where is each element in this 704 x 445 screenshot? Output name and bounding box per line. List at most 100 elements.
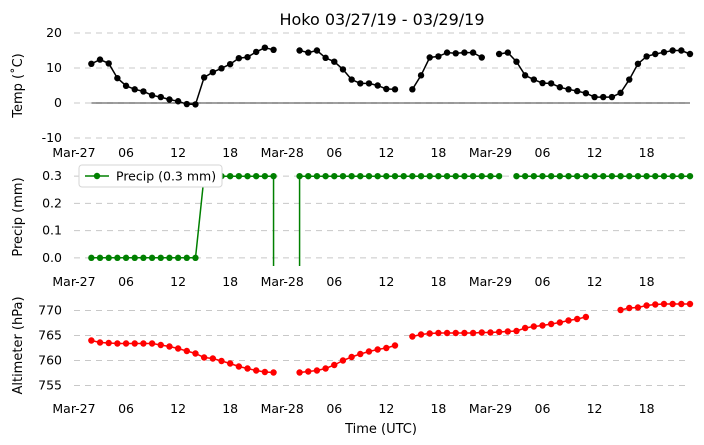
precip-x-tick-label: 18 (430, 274, 446, 289)
temp-data-point (521, 72, 529, 79)
temp-data-point (348, 76, 355, 83)
temp-data-point (435, 53, 442, 60)
altimeter-data-point (495, 328, 503, 336)
altimeter-x-tick-label: 18 (639, 401, 655, 416)
altimeter-data-point (461, 329, 468, 337)
precip-data-point (547, 172, 555, 180)
altimeter-series-line (91, 339, 274, 374)
altimeter-data-point (140, 340, 147, 347)
temp-data-point (461, 49, 468, 56)
altimeter-data-point (435, 329, 442, 337)
precip-data-point (643, 172, 650, 180)
temp-data-point (357, 80, 364, 87)
precip-data-point (131, 254, 138, 262)
altimeter-x-tick-label: Mar-27 (52, 401, 95, 416)
temp-x-tick-label: 06 (326, 145, 342, 160)
precip-data-point (261, 172, 269, 180)
temp-data-point (96, 56, 104, 63)
temp-x-tick-label: 18 (430, 145, 446, 160)
precip-x-tick-label: Mar-29 (469, 274, 512, 289)
temp-y-tick-label: 10 (46, 60, 62, 75)
temp-y-axis-label: Temp (˚C) (10, 53, 26, 119)
legend-box (78, 164, 223, 188)
precip-data-point (487, 172, 494, 180)
precip-y-tick-label: 0.2 (42, 195, 62, 210)
precip-y-tick-label: 0.0 (42, 250, 62, 265)
altimeter-data-point (166, 343, 173, 350)
precip-data-point (530, 172, 538, 180)
altimeter-data-point (634, 304, 642, 311)
altimeter-data-point (521, 324, 529, 332)
altimeter-data-point (539, 322, 546, 329)
precip-data-point (617, 172, 624, 180)
temp-data-point (469, 49, 477, 56)
altimeter-x-tick-label: 18 (430, 401, 446, 416)
temp-data-point (261, 44, 269, 51)
altimeter-data-point (218, 357, 225, 365)
altimeter-data-point (617, 306, 624, 314)
precip-x-tick-label: 06 (118, 274, 134, 289)
temp-data-point (617, 89, 624, 97)
precip-data-point (556, 172, 564, 180)
temp-data-point (183, 100, 190, 108)
altimeter-data-point (357, 350, 364, 358)
temp-data-point (574, 87, 581, 95)
precip-x-tick-label: Mar-27 (52, 274, 95, 289)
altimeter-data-point (148, 340, 156, 347)
precip-data-point (305, 172, 312, 180)
altimeter-data-point (678, 300, 685, 308)
temp-y-tick-label: 20 (46, 25, 62, 40)
precip-data-point (452, 172, 459, 180)
altimeter-data-point (322, 365, 329, 372)
temp-data-point (305, 49, 312, 56)
precip-data-point (226, 172, 234, 180)
temp-x-tick-label: 06 (535, 145, 551, 160)
temp-data-point (669, 47, 676, 54)
altimeter-x-tick-label: Mar-29 (469, 401, 512, 416)
temp-data-point (252, 48, 260, 56)
precip-data-point (383, 172, 390, 180)
altimeter-y-tick-label: 765 (38, 328, 62, 343)
temp-data-point (322, 54, 329, 62)
temp-data-point (244, 53, 251, 61)
temp-data-point (495, 50, 503, 58)
precip-data-point (417, 172, 425, 180)
precip-data-point (322, 172, 329, 180)
altimeter-x-tick-label: 18 (222, 401, 238, 416)
altimeter-x-tick-label: 12 (587, 401, 603, 416)
temp-data-point (365, 80, 373, 87)
altimeter-data-point (174, 345, 182, 352)
temp-data-point (192, 101, 199, 108)
altimeter-data-point (652, 301, 659, 308)
altimeter-data-point (96, 339, 104, 346)
temp-data-point (643, 53, 650, 60)
altimeter-data-point (122, 340, 130, 347)
altimeter-data-point (331, 361, 338, 369)
temp-data-point (374, 82, 381, 89)
altimeter-data-point (305, 368, 312, 375)
precip-data-point (565, 172, 572, 180)
altimeter-data-point (183, 347, 190, 355)
precip-data-point (652, 172, 659, 180)
altimeter-data-point (88, 337, 95, 344)
altimeter-data-point (339, 357, 347, 364)
altimeter-data-point (296, 369, 303, 376)
altimeter-data-point (226, 360, 234, 367)
precip-data-point (391, 172, 399, 180)
precip-x-tick-label: 12 (378, 274, 394, 289)
precip-data-point (365, 172, 373, 180)
precip-data-point (600, 172, 607, 180)
temp-data-point (131, 86, 138, 93)
precip-data-point (192, 254, 199, 262)
precip-data-point (148, 254, 156, 262)
temp-x-tick-label: 12 (170, 145, 186, 160)
altimeter-data-point (556, 319, 564, 326)
altimeter-data-point (244, 365, 251, 372)
altimeter-data-point (487, 329, 494, 336)
altimeter-x-tick-label: 06 (535, 401, 551, 416)
temp-data-point (88, 60, 95, 67)
temp-data-point (678, 47, 685, 54)
temp-data-point (122, 82, 130, 90)
temp-data-point (331, 58, 338, 65)
